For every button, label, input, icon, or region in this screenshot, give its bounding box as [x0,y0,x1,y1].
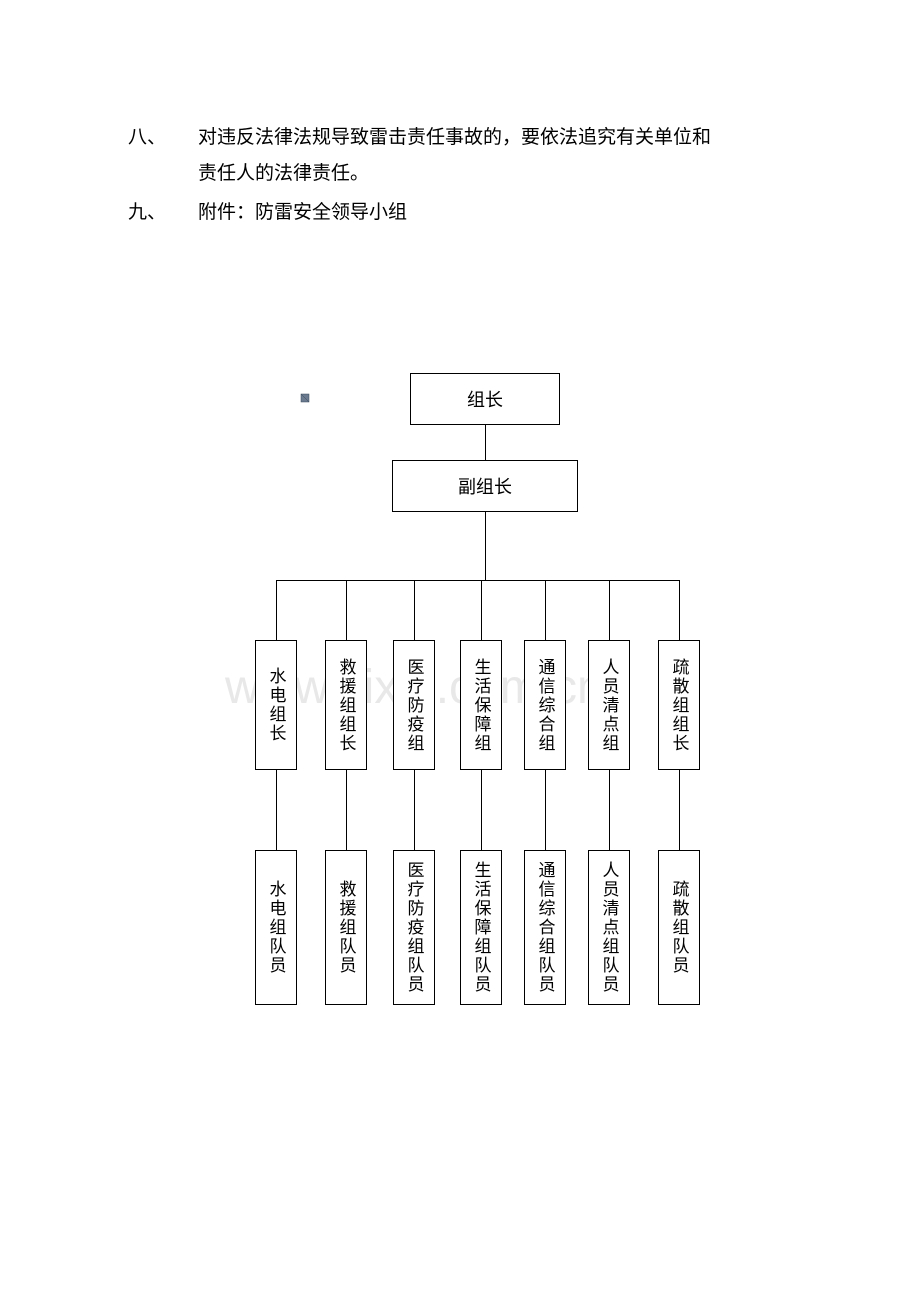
edge [609,770,610,850]
edge [414,770,415,850]
node-label-g5: 通信综合组 [533,658,558,753]
edge [481,580,482,640]
node-g5: 通信综合组 [524,640,566,770]
node-m3: 医疗防疫组队员 [393,850,435,1005]
node-m1: 水电组队员 [255,850,297,1005]
node-label-m7: 疏散组队员 [667,880,692,975]
node-label-g2: 救援组组长 [334,658,359,753]
item-8: 八、 对违反法律法规导致雷击责任事故的，要依法追究有关单位和 责任人的法律责任。 [128,120,808,192]
edge [609,580,610,640]
edge [276,580,277,640]
node-label-g4: 生活保障组 [469,658,494,753]
item-8-line1: 对违反法律法规导致雷击责任事故的，要依法追究有关单位和 [198,120,808,156]
edge [545,580,546,640]
edge [276,580,679,581]
node-label-leader: 组长 [467,386,503,412]
edge [679,580,680,640]
node-m7: 疏散组队员 [658,850,700,1005]
item-9: 九、 附件：防雷安全领导小组 [128,195,808,231]
node-label-m4: 生活保障组队员 [469,861,494,994]
edge [485,425,486,460]
node-leader: 组长 [410,373,560,425]
node-label-m3: 医疗防疫组队员 [402,861,427,994]
item-9-marker: 九、 [128,195,198,231]
edge [679,770,680,850]
edge [481,770,482,850]
node-label-m5: 通信综合组队员 [533,861,558,994]
node-g1: 水电组长 [255,640,297,770]
node-label-m2: 救援组队员 [334,880,359,975]
edge [545,770,546,850]
node-label-m6: 人员清点组队员 [597,861,622,994]
node-m2: 救援组队员 [325,850,367,1005]
node-m4: 生活保障组队员 [460,850,502,1005]
node-label-g6: 人员清点组 [597,658,622,753]
edge [414,580,415,640]
node-m6: 人员清点组队员 [588,850,630,1005]
item-8-line2: 责任人的法律责任。 [198,156,808,192]
edge [346,770,347,850]
node-vice: 副组长 [392,460,578,512]
edge [346,580,347,640]
decoration-icon [300,390,310,400]
node-label-g7: 疏散组组长 [667,658,692,753]
item-9-text: 附件：防雷安全领导小组 [198,195,808,231]
node-label-g1: 水电组长 [264,667,289,743]
node-g4: 生活保障组 [460,640,502,770]
item-8-marker: 八、 [128,120,198,156]
edge [276,770,277,850]
node-label-vice: 副组长 [458,473,512,499]
node-g2: 救援组组长 [325,640,367,770]
node-m5: 通信综合组队员 [524,850,566,1005]
node-label-m1: 水电组队员 [264,880,289,975]
node-label-g3: 医疗防疫组 [402,658,427,753]
node-g7: 疏散组组长 [658,640,700,770]
edge [485,512,486,580]
node-g3: 医疗防疫组 [393,640,435,770]
node-g6: 人员清点组 [588,640,630,770]
